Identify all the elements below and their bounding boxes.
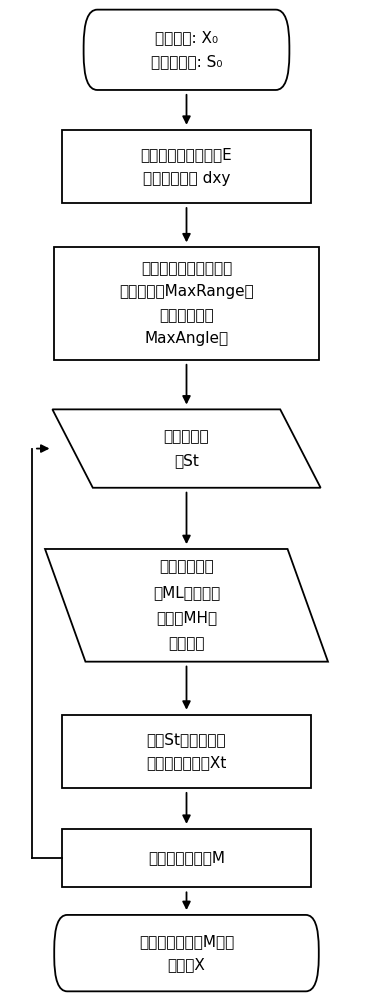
Text: 和地图分辨率 dxy: 和地图分辨率 dxy	[143, 171, 230, 186]
Text: 更新相似度地图M: 更新相似度地图M	[148, 851, 225, 866]
Text: 取当前数据: 取当前数据	[164, 429, 209, 444]
Text: 找到St具有最大相: 找到St具有最大相	[147, 732, 226, 747]
Text: 最大搜索角度: 最大搜索角度	[159, 308, 214, 323]
Text: MaxAngle）: MaxAngle）	[144, 331, 229, 346]
Text: 设置匹配搜索策略（最: 设置匹配搜索策略（最	[141, 261, 232, 276]
Text: 大搜索距离MaxRange和: 大搜索距离MaxRange和	[119, 284, 254, 299]
Text: 逐层搜索: 逐层搜索	[168, 636, 205, 651]
Text: 激光扫描帧: S₀: 激光扫描帧: S₀	[151, 54, 222, 69]
Text: 输出相似度地图M和定: 输出相似度地图M和定	[139, 934, 234, 949]
Text: 率图层MH，: 率图层MH，	[156, 611, 217, 626]
Text: 初始位置: X₀: 初始位置: X₀	[155, 31, 218, 46]
Text: 帧St: 帧St	[174, 453, 199, 468]
Text: 层ML到高分辨: 层ML到高分辨	[153, 585, 220, 600]
Text: 位轨迹X: 位轨迹X	[167, 957, 206, 972]
Text: 设置相似度地图范围E: 设置相似度地图范围E	[141, 147, 232, 162]
Text: 从低分辨率图: 从低分辨率图	[159, 560, 214, 575]
Text: 似值的定位位置Xt: 似值的定位位置Xt	[146, 756, 227, 771]
